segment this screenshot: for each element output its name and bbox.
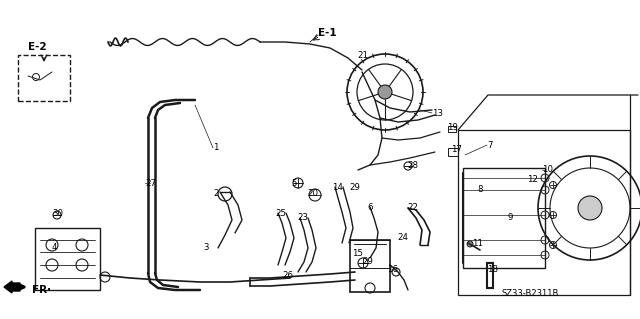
Text: 17: 17 (451, 145, 462, 154)
Bar (350, 240, 390, 292)
Text: 24: 24 (397, 234, 408, 242)
Text: 30: 30 (52, 209, 63, 218)
Text: 15: 15 (352, 249, 363, 257)
Text: 9: 9 (507, 212, 513, 221)
Text: 28: 28 (407, 161, 418, 170)
Text: 11: 11 (472, 239, 483, 248)
Text: 21: 21 (357, 51, 368, 61)
Circle shape (467, 241, 473, 247)
Text: 19: 19 (447, 123, 458, 132)
Bar (18, 55, 70, 101)
FancyArrow shape (4, 281, 20, 293)
Text: 22: 22 (407, 204, 418, 212)
Text: 1: 1 (213, 144, 218, 152)
Text: SZ33-B2311B: SZ33-B2311B (502, 288, 559, 298)
Text: 27: 27 (145, 179, 156, 188)
Circle shape (378, 85, 392, 99)
Bar (458, 130, 630, 295)
Text: 29: 29 (349, 183, 360, 192)
Text: 25: 25 (275, 209, 286, 218)
Text: 16: 16 (387, 265, 398, 275)
Bar (35, 228, 100, 290)
Text: 14: 14 (332, 182, 343, 191)
Text: 23: 23 (297, 212, 308, 221)
Text: 6: 6 (367, 203, 372, 211)
Text: 29: 29 (362, 257, 373, 266)
Text: 7: 7 (487, 140, 493, 150)
Text: 5: 5 (291, 179, 296, 188)
Text: FR·: FR· (32, 285, 51, 295)
Text: 10: 10 (542, 166, 553, 174)
Text: 26: 26 (282, 271, 293, 280)
Bar (448, 148, 458, 156)
Text: E-2: E-2 (28, 42, 47, 52)
Text: 20: 20 (307, 189, 318, 197)
Bar (448, 126, 456, 132)
Text: 8: 8 (477, 186, 483, 195)
Circle shape (578, 196, 602, 220)
Text: E-1: E-1 (318, 28, 337, 38)
Text: 13: 13 (432, 108, 443, 117)
Text: 12: 12 (527, 175, 538, 184)
Bar (487, 263, 493, 288)
Text: 18: 18 (487, 265, 498, 275)
Text: 3: 3 (203, 243, 209, 253)
Text: 2: 2 (213, 189, 218, 197)
Text: 4: 4 (52, 243, 58, 253)
Bar (463, 168, 545, 268)
